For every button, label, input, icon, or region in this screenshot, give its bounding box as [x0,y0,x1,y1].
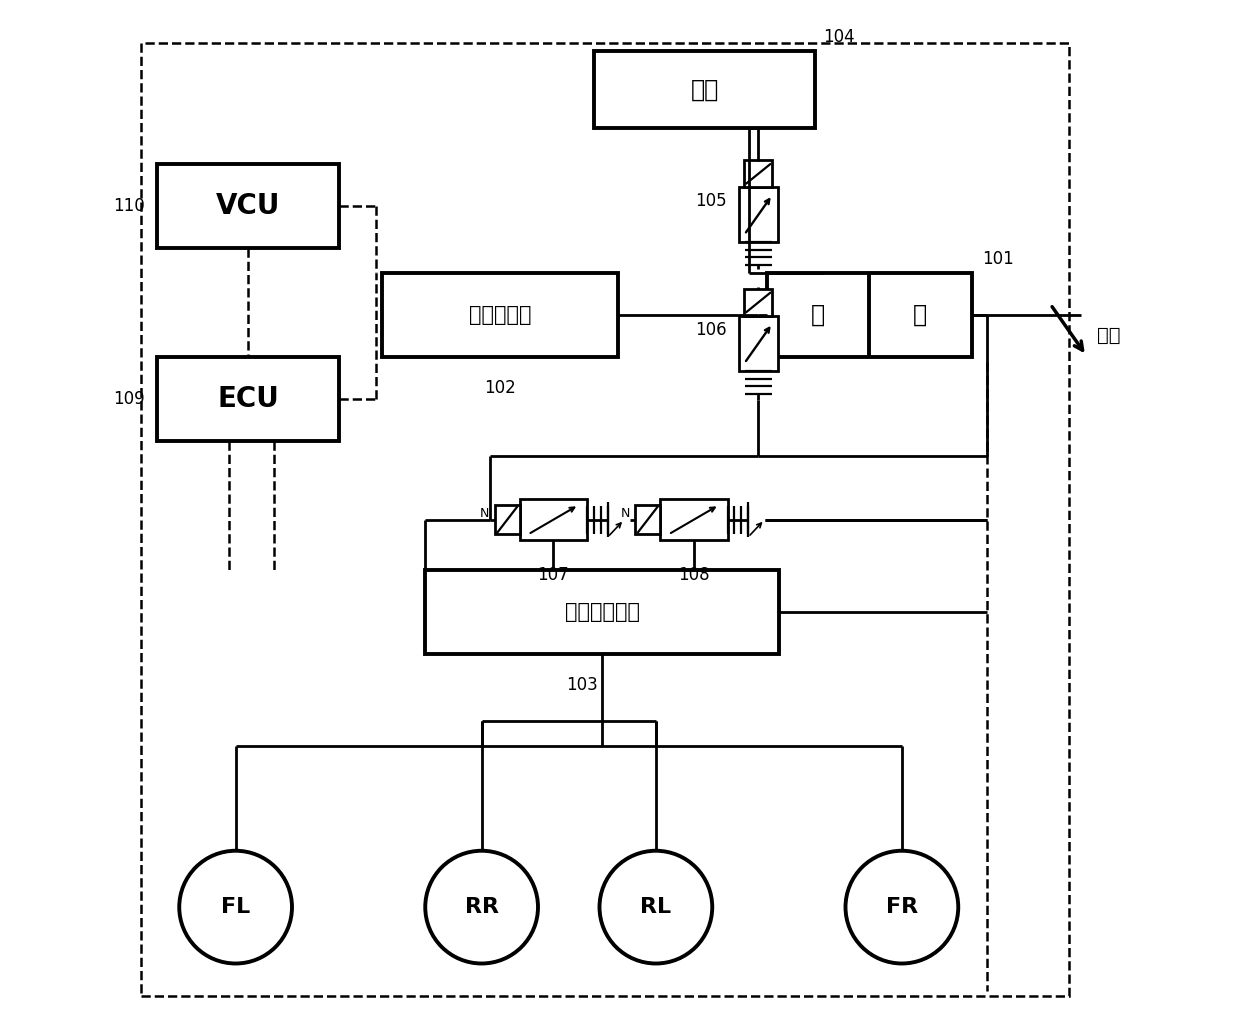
Text: 108: 108 [678,566,709,584]
Text: ECU: ECU [217,384,279,413]
Text: 踏板: 踏板 [1096,326,1120,344]
Text: 109: 109 [113,390,144,408]
Text: 主: 主 [811,302,825,327]
Text: 104: 104 [823,28,854,46]
Bar [156,164,340,248]
Text: FL: FL [221,897,250,917]
Bar [425,570,779,654]
Bar [660,499,728,540]
Text: VCU: VCU [216,192,280,220]
Bar [382,273,618,357]
Bar [744,289,773,316]
Text: RR: RR [465,897,498,917]
Text: N: N [480,507,490,520]
Bar [520,499,588,540]
Text: 105: 105 [694,192,727,210]
Bar [495,505,520,534]
Text: FR: FR [885,897,918,917]
Bar [766,273,972,357]
Text: 106: 106 [694,321,727,338]
Text: 110: 110 [113,197,144,215]
Text: 102: 102 [484,379,516,398]
Bar [739,187,777,243]
Bar [635,505,660,534]
Text: 103: 103 [565,676,598,695]
Text: 107: 107 [538,566,569,584]
Bar [594,51,815,128]
Text: 蹏板模拟器: 蹏板模拟器 [469,304,531,325]
Text: 液压调节单元: 液压调节单元 [564,602,640,622]
Bar [744,160,773,187]
Bar [739,316,777,371]
Text: N: N [620,507,630,520]
Text: 101: 101 [982,249,1013,268]
Text: 油杯: 油杯 [691,78,719,101]
Text: 缸: 缸 [914,302,928,327]
Bar [156,357,340,441]
Text: RL: RL [640,897,671,917]
